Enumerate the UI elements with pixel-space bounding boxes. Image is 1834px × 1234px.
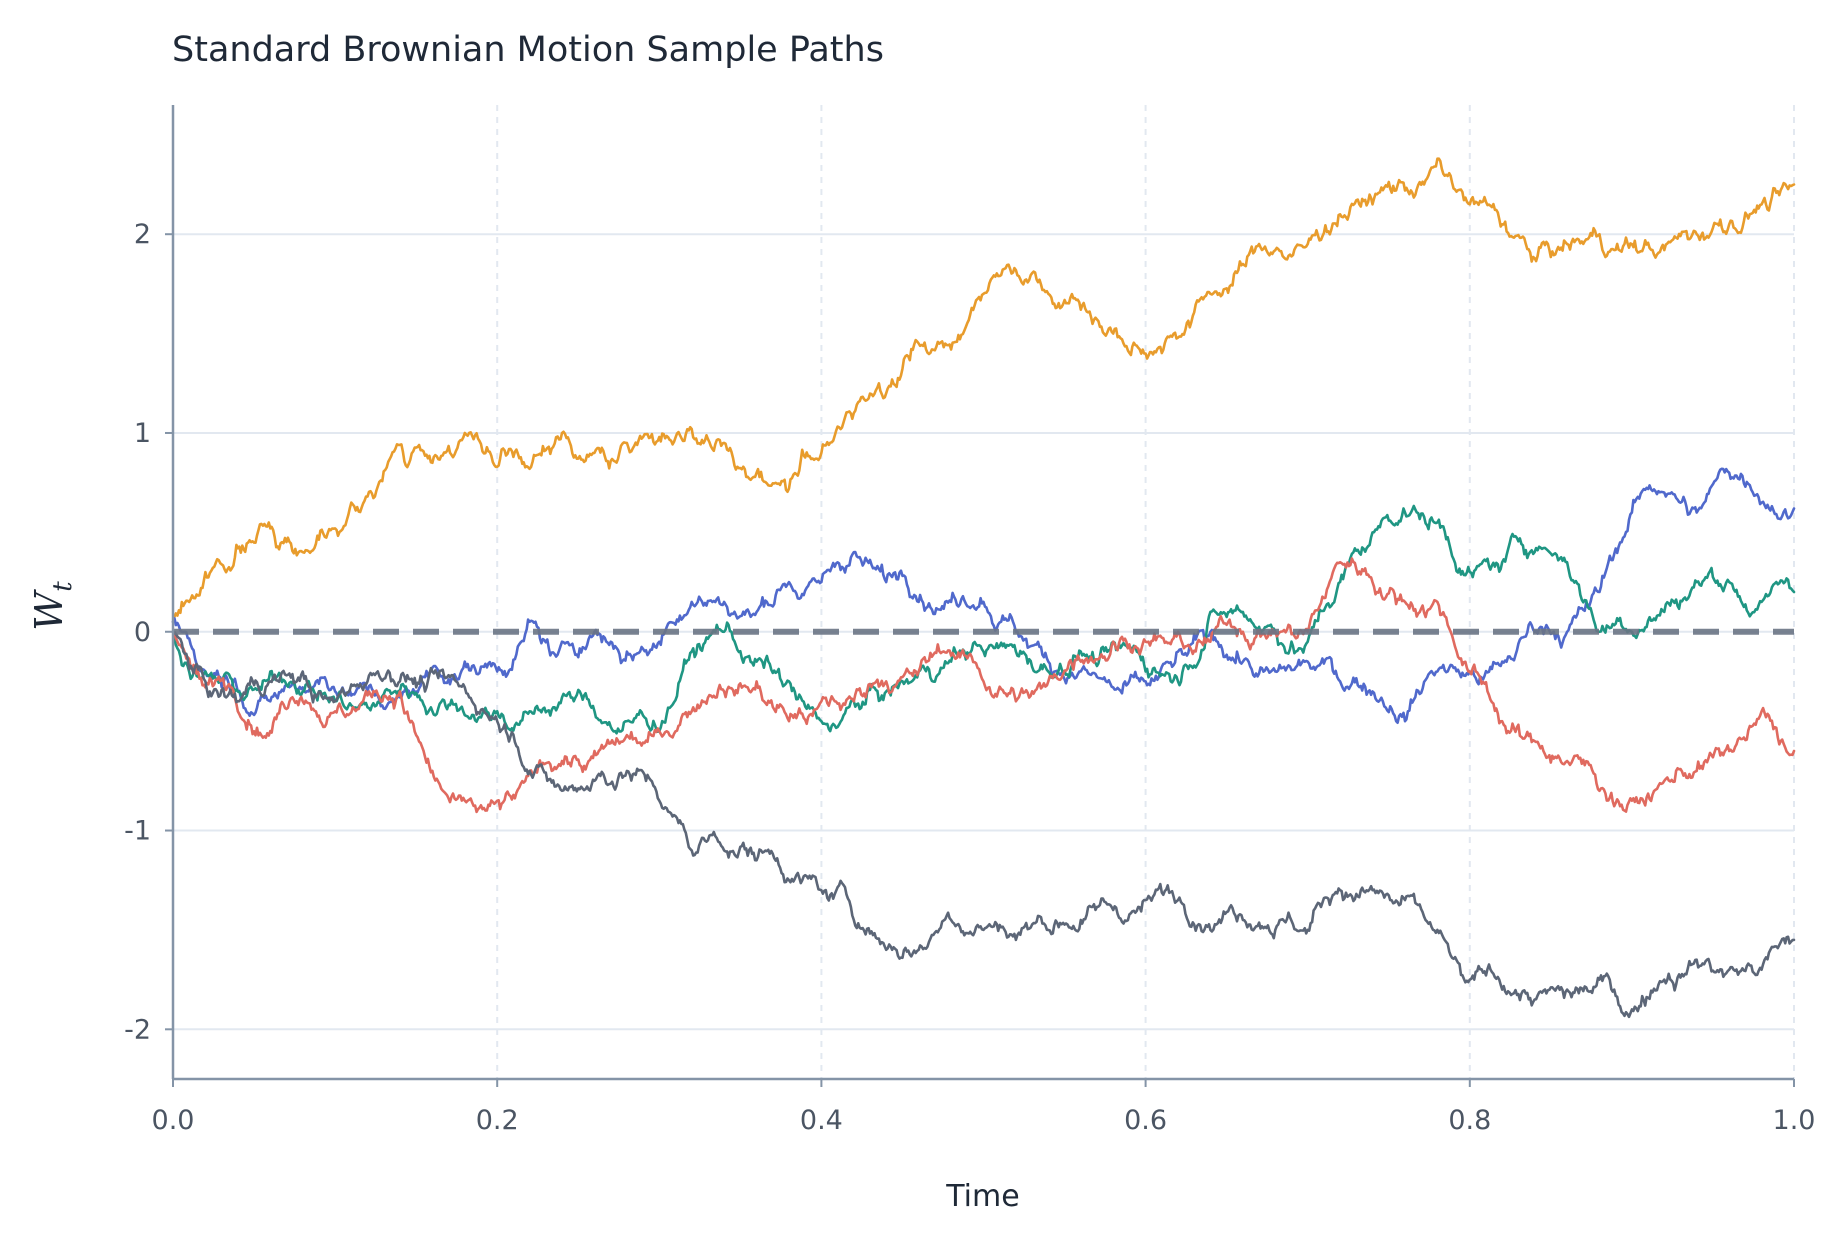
series-line-3 [171,504,1796,735]
series-line-1 [171,157,1796,624]
series-layer [171,157,1796,1019]
series-line-4 [171,557,1796,814]
series-line-5 [171,630,1796,1019]
series-line-2 [171,467,1796,724]
x-tick-label: 0.0 [152,1105,195,1136]
y-tick-label: -1 [124,816,151,847]
x-tick-label: 0.2 [476,1105,519,1136]
chart-title: Standard Brownian Motion Sample Paths [172,30,884,70]
y-axis-label-subscript: t [48,581,78,592]
y-tick-label: -2 [124,1014,151,1045]
x-tick-label: 1.0 [1773,1105,1816,1136]
y-tick-label: 1 [134,418,151,449]
y-tick-label: 2 [134,219,151,250]
axes [171,105,1794,1081]
y-tick-label: 0 [134,617,151,648]
x-tick-label: 0.8 [1448,1105,1491,1136]
y-axis-label: Wt [27,581,78,631]
x-tick-label: 0.6 [1124,1105,1167,1136]
x-axis-label: Time [945,1179,1019,1214]
x-tick-label: 0.4 [800,1105,843,1136]
ticks: -2 -1 0 1 2 0.0 0.2 0.4 0.6 0.8 1.0 [124,219,1815,1136]
y-axis-label-main: W [27,589,71,631]
